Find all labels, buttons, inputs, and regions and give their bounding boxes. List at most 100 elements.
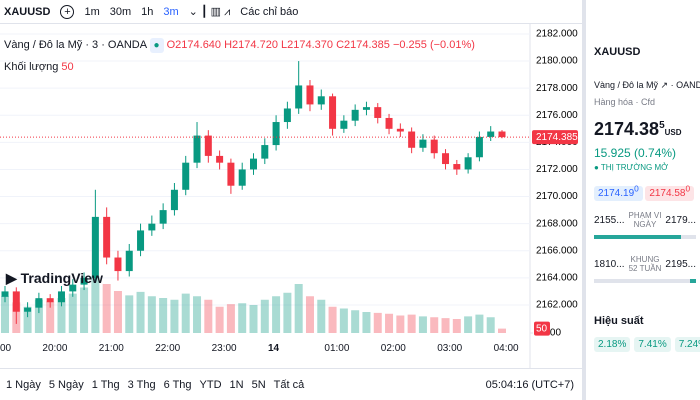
volume-bar — [46, 301, 55, 333]
volume-bar — [475, 314, 484, 333]
candle-body — [374, 107, 382, 118]
candle-body — [464, 157, 472, 170]
range-button[interactable]: 1 Ngày — [6, 378, 41, 391]
perf-title: Hiệu suất — [594, 315, 644, 328]
bottom-bar: 1 Ngày 5 Ngày 1 Thg 3 Thg 6 Thg YTD 1N 5N Tất cả… — [0, 368, 582, 400]
candle-body — [125, 250, 133, 272]
candle-body — [1, 291, 9, 297]
interval[interactable]: 30m — [109, 5, 132, 18]
chart-style[interactable]: ⌄ ┃ ▥ ⩘ — [188, 5, 231, 18]
candle-body — [329, 96, 337, 129]
side-panel: XAUUSD Vàng / Đô la Mỹ ↗ · OANDA Hàng hó… — [582, 0, 700, 400]
range-button[interactable]: 1 Thg — [91, 378, 120, 391]
interval[interactable]: 1h — [141, 5, 154, 18]
range-button[interactable]: 5 Ngày — [48, 378, 84, 391]
year-range: 1810... KHUNG 52 TUẦN 2195... — [594, 255, 700, 273]
candle-body — [295, 85, 303, 109]
volume-bar — [80, 287, 89, 333]
volume-bar — [351, 310, 360, 333]
add-symbol[interactable]: + — [60, 4, 75, 19]
candle-body — [306, 85, 314, 105]
volume-bar — [159, 298, 168, 333]
interval[interactable]: 1m — [84, 5, 100, 18]
volume-bar — [464, 316, 473, 333]
candle-body — [57, 291, 65, 303]
volume-bar — [68, 293, 77, 333]
range-button[interactable]: 6 Thg — [163, 378, 192, 391]
candle-body — [419, 139, 427, 148]
ask-text: 2174.58 — [649, 188, 686, 200]
candle-body — [227, 162, 235, 186]
volume-bar — [91, 276, 100, 333]
x-tick-label: 21:00 — [98, 343, 124, 354]
currency: USD — [664, 128, 682, 137]
toolbar: XAUUSD + 1m 30m 1h 3m ⌄ ┃ ▥ ⩘ Các chỉ bá… — [0, 0, 582, 24]
volume-bar — [226, 304, 235, 333]
interval-active[interactable]: 3m — [163, 5, 179, 18]
panel-name: Vàng / Đô la Mỹ ↗ · OANDA — [594, 80, 700, 91]
x-tick-label: 03:00 — [437, 343, 463, 354]
candle-body — [103, 216, 111, 258]
day-range: 2155... PHẠM VI NGÀY 2179... — [594, 211, 700, 229]
volume-label: Khối lượng — [4, 61, 59, 73]
candle-body — [261, 145, 269, 159]
range-button[interactable]: 5N — [251, 378, 266, 391]
volume-bar — [260, 299, 269, 333]
y-tick-label: 2176.000 — [536, 110, 578, 121]
volume-bar — [283, 292, 292, 333]
volume-bar — [317, 299, 326, 333]
legend: Vàng / Đô la Mỹ · 3 · OANDA ● O2174.640 … — [4, 38, 475, 53]
x-tick-label: 01:00 — [324, 343, 350, 354]
panel-symbol: XAUUSD — [594, 46, 641, 58]
candle-body — [114, 257, 122, 272]
price: 2174.38 — [594, 119, 660, 139]
day-high: 2179... — [665, 214, 696, 226]
range-button[interactable]: Tất cả — [273, 378, 305, 391]
y-tick-label: 2166.000 — [536, 245, 578, 256]
range-button[interactable]: YTD — [199, 378, 222, 391]
candle-body — [170, 189, 178, 211]
symbol[interactable]: XAUUSD — [4, 5, 51, 18]
y-tick-label: 2172.000 — [536, 164, 578, 175]
x-tick-label: 22:00 — [155, 343, 181, 354]
volume-bar — [498, 328, 506, 333]
volume-bar — [125, 295, 134, 333]
volume-bar — [441, 318, 450, 333]
price-tag — [532, 130, 578, 145]
volume-bar — [238, 303, 247, 333]
candle-body — [148, 223, 156, 231]
candle-body — [204, 135, 212, 156]
ask-sup: 0 — [685, 184, 691, 194]
x-tick-label: 14 — [268, 343, 280, 354]
candle-body — [317, 96, 325, 105]
chart: 2182.0002180.0002178.0002176.0002174.000… — [0, 24, 578, 368]
legend-open: O2174.640 — [166, 39, 222, 51]
year-fill — [689, 279, 696, 284]
range-button[interactable]: 3 Thg — [127, 378, 156, 391]
candle-body — [80, 277, 88, 285]
legend-low: L2174.370 — [281, 39, 333, 51]
y-tick-label: 2162.000 — [536, 300, 578, 311]
year-label: KHUNG 52 TUẦN — [628, 255, 662, 274]
panel-name-text: Vàng / Đô la Mỹ — [594, 80, 659, 90]
volume-bar — [57, 298, 66, 333]
volume-bar — [249, 305, 258, 333]
indicators[interactable]: Các chỉ báo — [240, 5, 299, 18]
legend-close: C2174.385 — [336, 39, 390, 51]
bid-ask: 2174.190 2174.580 — [594, 184, 700, 202]
y-tick-label: 2168.000 — [536, 218, 578, 229]
candle-body — [12, 291, 20, 312]
volume-bar — [181, 293, 190, 333]
volume-bar — [452, 319, 461, 333]
range-button[interactable]: 1N — [229, 378, 244, 391]
year-high: 2195... — [665, 258, 696, 270]
volume-bar — [396, 315, 405, 333]
panel-exchange: · OANDA — [670, 80, 700, 90]
ask: 2174.580 — [645, 184, 695, 202]
y-tick-label: 2164.000 — [536, 272, 578, 283]
volume-bar — [204, 299, 213, 333]
candle-body — [24, 307, 32, 312]
ranges: 1 Ngày 5 Ngày 1 Thg 3 Thg 6 Thg YTD 1N 5N Tất cả — [6, 379, 304, 391]
volume-bar — [373, 312, 382, 333]
candle-body — [396, 128, 404, 132]
